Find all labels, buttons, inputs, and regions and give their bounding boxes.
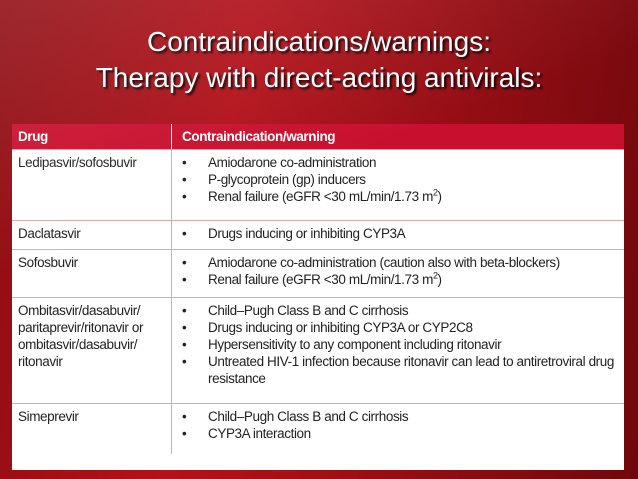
header-row: Drug Contraindication/warning [12, 124, 624, 149]
warning-item: P-glycoprotein (gp) inducers [182, 171, 618, 188]
warning-item: Drugs inducing or inhibiting CYP3A or CY… [182, 319, 618, 336]
warning-item: Amiodarone co-administration (caution al… [182, 254, 618, 271]
table-row: Sofosbuvir Amiodarone co-administration (… [12, 249, 624, 297]
drug-line: Ledipasvir/sofosbuvir [18, 155, 137, 170]
table-row: Simeprevir Child–Pugh Class B and C cirrh… [12, 403, 624, 454]
header-cell: Contraindication/warning [182, 129, 336, 144]
title-line: Contraindications/warnings: [147, 26, 491, 57]
item-text: ) [437, 189, 443, 204]
drug-line: Ombitasvir/dasabuvir/ [18, 303, 141, 318]
warning-cell: Amiodarone co-administrationP-glycoprote… [172, 150, 624, 220]
warning-item: Untreated HIV-1 infection because ritona… [182, 353, 618, 387]
drug-cell: Simeprevir [12, 404, 172, 454]
warning-cell: Child–Pugh Class B and C cirrhosisCYP3A … [172, 404, 624, 454]
superscript: 2 [432, 270, 438, 281]
drug-line: Daclatasvir [18, 226, 81, 241]
warning-cell: Child–Pugh Class B and C cirrhosisDrugs … [172, 298, 624, 403]
drug-cell: Ombitasvir/dasabuvir/paritaprevir/ritona… [12, 298, 172, 403]
warning-item: Hypersensitivity to any component includ… [182, 336, 618, 353]
drug-cell: Sofosbuvir [12, 250, 172, 297]
drug-line: Simeprevir [18, 409, 79, 424]
table-row: Ombitasvir/dasabuvir/paritaprevir/ritona… [12, 297, 624, 403]
table: Drug Contraindication/warning Ledipasvir/s… [12, 124, 624, 470]
item-text: ) [437, 272, 443, 287]
drug-cell: Daclatasvir [12, 221, 172, 249]
superscript: 2 [432, 187, 438, 198]
warning-item: Amiodarone co-administration [182, 154, 618, 171]
item-text: Renal failure (eGFR <30 mL/min/1.73 m [208, 272, 433, 287]
table-row: Ledipasvir/sofosbuvir Amiodarone co-admin… [12, 149, 624, 220]
warning-item: Renal failure (eGFR <30 mL/min/1.73 m2) [182, 271, 618, 288]
title-line: Therapy with direct-acting antivirals: [95, 62, 543, 93]
drug-line: Sofosbuvir [18, 255, 78, 270]
warning-item: Child–Pugh Class B and C cirrhosis [182, 302, 618, 319]
warning-item: Renal failure (eGFR <30 mL/min/1.73 m2) [182, 188, 618, 205]
item-text: Renal failure (eGFR <30 mL/min/1.73 m [208, 189, 433, 204]
drug-line: ritonavir [18, 354, 63, 369]
header-cell: Drug [12, 124, 172, 149]
warning-item: CYP3A interaction [182, 425, 618, 442]
drug-cell: Ledipasvir/sofosbuvir [12, 150, 172, 220]
warning-item: Child–Pugh Class B and C cirrhosis [182, 408, 618, 425]
drug-line: paritaprevir/ritonavir or [18, 320, 144, 335]
drug-line: ombitasvir/dasabuvir/ [18, 337, 138, 352]
warning-item: Drugs inducing or inhibiting CYP3A [182, 225, 618, 242]
warning-cell: Drugs inducing or inhibiting CYP3A [172, 221, 624, 249]
warning-cell: Amiodarone co-administration (caution al… [172, 250, 624, 297]
table-row: Daclatasvir Drugs inducing or inhibiting … [12, 220, 624, 249]
